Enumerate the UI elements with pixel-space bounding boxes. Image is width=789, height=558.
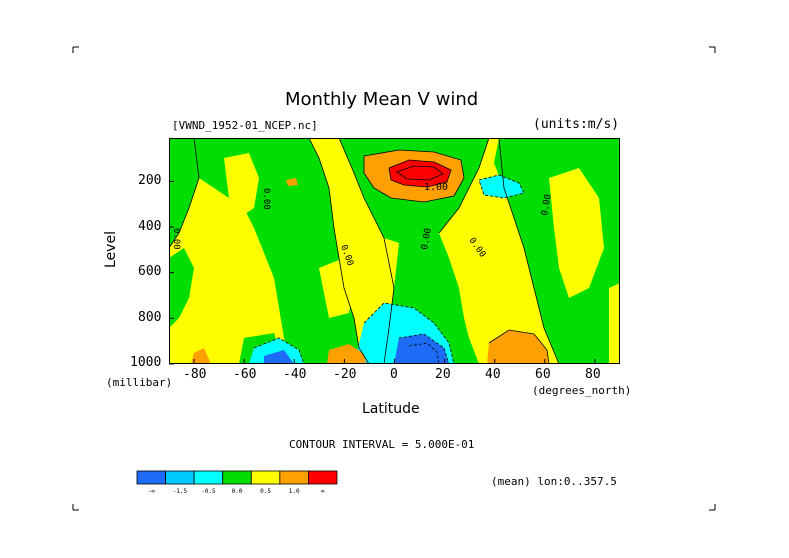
colorbar-label: ∞ <box>321 488 325 495</box>
colorbar-label: 0.5 <box>260 488 271 495</box>
contour-label-0f: 0.00 <box>171 228 181 250</box>
colorbar-label: -1.5 <box>173 488 188 495</box>
field-orange-lower-mid <box>327 344 366 364</box>
field-blue-low-2 <box>264 350 294 364</box>
x-tick-label: -80 <box>183 367 207 382</box>
x-axis-label: Latitude <box>362 401 420 417</box>
field-orange-lower-left <box>191 348 211 364</box>
corner-mark-tr <box>709 46 716 53</box>
y-tick-label: 800 <box>138 310 162 325</box>
field-positive-island-4 <box>609 283 620 364</box>
corner-mark-br <box>709 504 716 511</box>
x-tick-label: 0 <box>390 367 398 382</box>
y-tick-label: 600 <box>138 264 162 279</box>
y-units-label: (millibar) <box>106 376 173 389</box>
x-tick-label: -60 <box>233 367 257 382</box>
contour-label-1: 1.00 <box>424 182 448 193</box>
x-tick-label: 20 <box>435 367 451 382</box>
units-label: (units:m/s) <box>533 117 620 132</box>
colorbar-swatch <box>308 470 338 485</box>
field-negative-6 <box>169 248 194 328</box>
colorbar-swatch <box>136 470 166 485</box>
colorbar-label: -∞ <box>148 488 156 495</box>
y-tick-label: 400 <box>138 219 162 234</box>
field-cyan-low-2 <box>249 338 304 364</box>
y-tick-label: 1000 <box>130 355 162 370</box>
field-orange-small <box>286 178 298 186</box>
contour-lines <box>169 138 560 364</box>
chart-title: Monthly Mean V wind <box>285 89 479 110</box>
contour-label-0e: 0.00 <box>540 193 554 216</box>
field-positive-island-3 <box>319 258 354 318</box>
contour-interval-text: CONTOUR INTERVAL = 5.000E-01 <box>289 438 475 451</box>
colorbar-swatch <box>193 470 224 485</box>
corner-mark-bl <box>72 504 79 511</box>
x-tick-label: 40 <box>485 367 501 382</box>
mean-lon-text: (mean) lon:0..357.5 <box>491 475 617 488</box>
x-units-label: (degrees_north) <box>532 384 632 397</box>
contour-label-0a: 0.00 <box>261 188 271 210</box>
file-label: [VWND_1952-01_NCEP.nc] <box>172 119 318 132</box>
field-orange-lower-right <box>487 330 549 364</box>
y-tick-label: 200 <box>138 173 162 188</box>
field-positive-island-1 <box>224 153 259 218</box>
colorbar-swatch <box>279 470 309 485</box>
field-red-upper <box>389 160 451 187</box>
colorbar-swatch <box>250 470 281 485</box>
x-tick-label: 80 <box>585 367 601 382</box>
x-tick-label: -40 <box>283 367 307 382</box>
field-negative-1 <box>169 138 199 248</box>
colorbar-label: 1.0 <box>289 488 300 495</box>
field-positive-island-2 <box>549 168 604 298</box>
colorbar-label: 0.0 <box>232 488 243 495</box>
colorbar-swatch <box>165 470 195 485</box>
x-tick-label: -20 <box>333 367 357 382</box>
colorbar-swatch <box>222 470 252 485</box>
x-tick-label: 60 <box>535 367 551 382</box>
colorbar-label: -0.5 <box>201 488 216 495</box>
plot-area: 1.00 0.00 0.00 0.00 0.00 0.00 0.00 <box>169 138 620 364</box>
field-blue-low <box>394 334 449 364</box>
colorbar: -∞ -1.5 -0.5 0.0 0.5 1.0 ∞ <box>136 470 338 495</box>
contour-label-0c: 0.00 <box>420 227 434 250</box>
contour-lines-negative <box>253 174 525 364</box>
corner-mark-tl <box>72 46 79 53</box>
y-axis-label: Level <box>103 231 119 268</box>
